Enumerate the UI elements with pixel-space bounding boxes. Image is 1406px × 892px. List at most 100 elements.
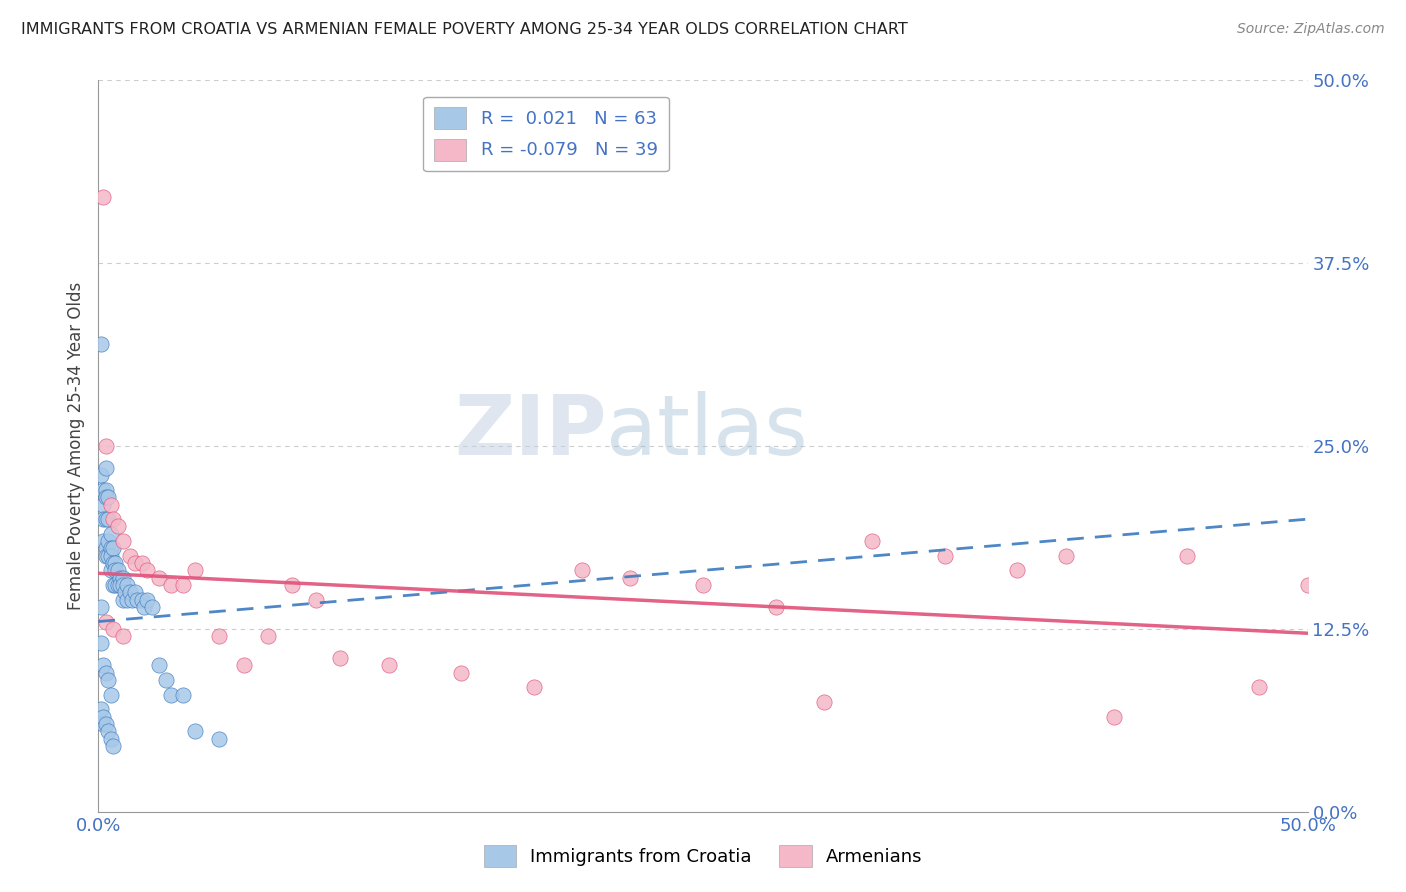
Point — [94, 439, 117, 453]
Point — [94, 461, 117, 475]
Point — [1054, 549, 1077, 563]
Y-axis label: Female Poverty Among 25-34 Year Olds: Female Poverty Among 25-34 Year Olds — [66, 282, 84, 610]
Point — [90, 468, 112, 483]
Point — [1296, 578, 1319, 592]
Text: Source: ZipAtlas.com: Source: ZipAtlas.com — [1237, 22, 1385, 37]
Point — [148, 658, 170, 673]
Point — [1249, 681, 1271, 695]
Legend: R =  0.021   N = 63, R = -0.079   N = 39: R = 0.021 N = 63, R = -0.079 N = 39 — [423, 96, 669, 171]
Point — [104, 578, 127, 592]
Point — [141, 599, 163, 614]
Point — [160, 578, 183, 592]
Point — [94, 717, 117, 731]
Point — [523, 681, 546, 695]
Point — [94, 615, 117, 629]
Point — [107, 563, 129, 577]
Point — [91, 534, 114, 549]
Point — [692, 578, 714, 592]
Point — [108, 571, 131, 585]
Point — [91, 658, 114, 673]
Point — [765, 599, 787, 614]
Point — [100, 498, 122, 512]
Point — [571, 563, 593, 577]
Point — [377, 658, 399, 673]
Point — [97, 534, 120, 549]
Point — [619, 571, 641, 585]
Point — [111, 534, 134, 549]
Point — [108, 578, 131, 592]
Point — [91, 190, 114, 204]
Point — [1102, 709, 1125, 723]
Point — [111, 629, 134, 643]
Point — [90, 336, 112, 351]
Point — [91, 709, 114, 723]
Point — [107, 519, 129, 533]
Point — [155, 673, 177, 687]
Point — [94, 512, 117, 526]
Point — [208, 629, 231, 643]
Point — [111, 592, 134, 607]
Point — [100, 563, 122, 577]
Point — [100, 549, 122, 563]
Point — [232, 658, 254, 673]
Point — [100, 688, 122, 702]
Point — [100, 526, 122, 541]
Point — [91, 483, 114, 497]
Point — [124, 556, 146, 570]
Point — [91, 717, 114, 731]
Point — [148, 571, 170, 585]
Point — [127, 592, 149, 607]
Point — [91, 498, 114, 512]
Point — [107, 578, 129, 592]
Legend: Immigrants from Croatia, Armenians: Immigrants from Croatia, Armenians — [477, 838, 929, 874]
Point — [121, 592, 143, 607]
Point — [101, 578, 124, 592]
Point — [111, 571, 134, 585]
Point — [101, 556, 124, 570]
Point — [100, 541, 122, 556]
Point — [135, 563, 157, 577]
Point — [97, 549, 120, 563]
Point — [860, 534, 883, 549]
Point — [134, 599, 156, 614]
Point — [117, 592, 139, 607]
Point — [90, 636, 112, 650]
Point — [160, 688, 183, 702]
Point — [94, 490, 117, 504]
Point — [100, 731, 122, 746]
Point — [94, 483, 117, 497]
Point — [117, 578, 139, 592]
Point — [256, 629, 278, 643]
Point — [97, 724, 120, 739]
Point — [101, 739, 124, 753]
Point — [90, 599, 112, 614]
Point — [305, 592, 328, 607]
Point — [90, 702, 112, 716]
Point — [114, 585, 136, 599]
Point — [97, 490, 120, 504]
Point — [118, 585, 141, 599]
Text: atlas: atlas — [606, 391, 808, 472]
Point — [329, 651, 352, 665]
Point — [184, 724, 207, 739]
Point — [101, 541, 124, 556]
Point — [97, 673, 120, 687]
Point — [208, 731, 231, 746]
Point — [1175, 549, 1198, 563]
Point — [94, 549, 117, 563]
Point — [104, 556, 127, 570]
Point — [104, 563, 127, 577]
Point — [450, 665, 472, 680]
Point — [934, 549, 956, 563]
Point — [94, 665, 117, 680]
Point — [97, 512, 120, 526]
Text: IMMIGRANTS FROM CROATIA VS ARMENIAN FEMALE POVERTY AMONG 25-34 YEAR OLDS CORRELA: IMMIGRANTS FROM CROATIA VS ARMENIAN FEMA… — [21, 22, 908, 37]
Point — [91, 512, 114, 526]
Point — [94, 541, 117, 556]
Point — [124, 585, 146, 599]
Point — [1007, 563, 1029, 577]
Point — [281, 578, 304, 592]
Text: ZIP: ZIP — [454, 391, 606, 472]
Point — [101, 512, 124, 526]
Point — [135, 592, 157, 607]
